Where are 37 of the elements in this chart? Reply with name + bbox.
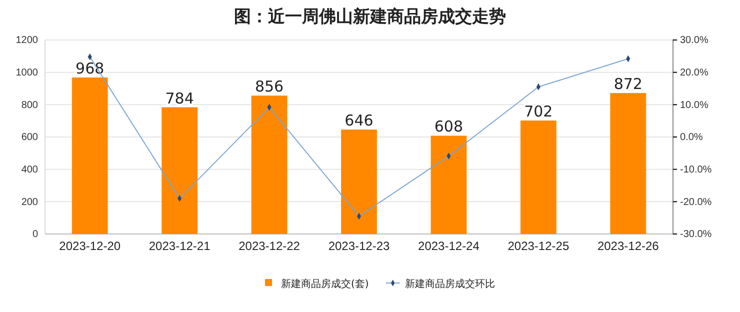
y-tick-label: 1200	[16, 35, 38, 46]
legend-label: 新建商品房成交环比	[404, 278, 495, 290]
bar	[341, 130, 377, 234]
x-tick-label: 2023-12-26	[597, 239, 660, 254]
text: 646	[344, 112, 374, 130]
y2-tick-label: 10.0%	[680, 100, 708, 111]
text: 702	[524, 102, 553, 121]
y-tick-label: 400	[21, 164, 38, 176]
y-tick-label: 1000	[16, 68, 38, 79]
text: 856	[254, 78, 284, 96]
y2-tick-label: -10.0%	[680, 164, 712, 176]
x-tick-label: 2023-12-25	[508, 239, 570, 254]
x-tick-label: 2023-12-23	[328, 239, 390, 254]
y2-tick-label: 30.0%	[680, 35, 708, 46]
y-tick-label: 200	[21, 196, 38, 208]
bar	[251, 96, 288, 234]
x-tick-label: 2023-12-22	[238, 239, 300, 254]
text: 784	[165, 89, 194, 108]
x-tick-label: 2023-12-24	[418, 239, 480, 254]
chart-title: 图：近一周佛山新建商品房成交走势	[234, 7, 506, 27]
y-tick-label: 0	[32, 229, 38, 240]
bar	[162, 107, 198, 234]
y2-tick-label: 20.0%	[680, 68, 708, 79]
y2-tick-label: -30.0%	[680, 229, 712, 240]
bar	[72, 78, 108, 234]
y2-tick-label: 0.0%	[680, 132, 703, 144]
bar	[610, 93, 646, 234]
text: 608	[434, 118, 464, 136]
x-tick-label: 2023-12-20	[59, 239, 121, 254]
legend-label: 新建商品房成交(套)	[281, 278, 369, 290]
bar	[430, 136, 467, 234]
text: 872	[614, 75, 642, 94]
y2-tick-label: -20.0%	[680, 196, 712, 208]
bar	[520, 120, 556, 234]
y-tick-label: 800	[21, 100, 38, 111]
y-tick-label: 600	[21, 132, 38, 144]
x-tick-label: 2023-12-21	[148, 239, 211, 254]
